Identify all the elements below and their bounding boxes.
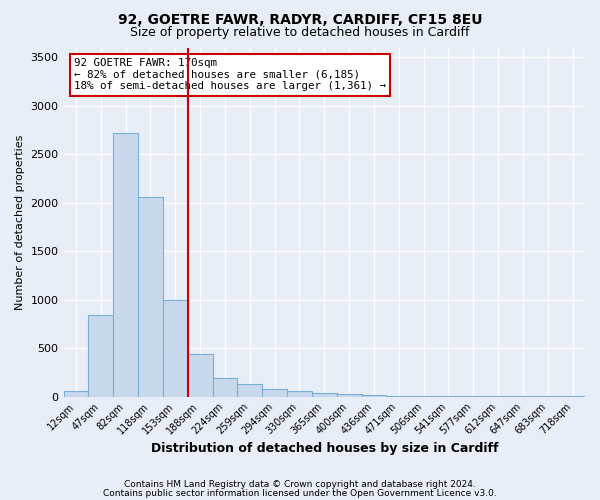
Text: 92, GOETRE FAWR, RADYR, CARDIFF, CF15 8EU: 92, GOETRE FAWR, RADYR, CARDIFF, CF15 8E… — [118, 12, 482, 26]
Bar — [287, 391, 312, 396]
Y-axis label: Number of detached properties: Number of detached properties — [15, 134, 25, 310]
Bar — [64, 391, 88, 396]
Bar — [138, 197, 163, 396]
Bar — [212, 378, 238, 396]
Text: 92 GOETRE FAWR: 170sqm
← 82% of detached houses are smaller (6,185)
18% of semi-: 92 GOETRE FAWR: 170sqm ← 82% of detached… — [74, 58, 386, 91]
Bar — [262, 390, 287, 396]
Bar — [337, 394, 362, 396]
Bar — [88, 315, 113, 396]
Bar — [163, 300, 188, 396]
Bar — [312, 393, 337, 396]
X-axis label: Distribution of detached houses by size in Cardiff: Distribution of detached houses by size … — [151, 442, 498, 455]
Text: Size of property relative to detached houses in Cardiff: Size of property relative to detached ho… — [130, 26, 470, 39]
Bar — [188, 354, 212, 397]
Bar — [113, 133, 138, 396]
Bar — [362, 395, 386, 396]
Bar — [238, 384, 262, 396]
Text: Contains public sector information licensed under the Open Government Licence v3: Contains public sector information licen… — [103, 488, 497, 498]
Text: Contains HM Land Registry data © Crown copyright and database right 2024.: Contains HM Land Registry data © Crown c… — [124, 480, 476, 489]
